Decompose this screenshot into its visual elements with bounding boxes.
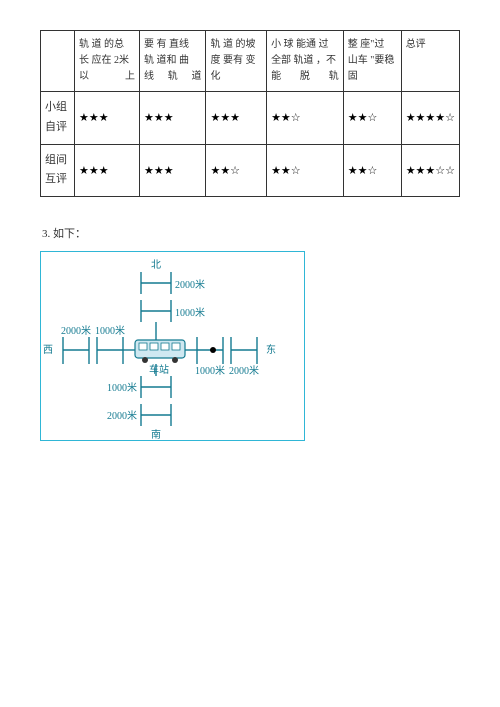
row-label-self: 小组自评 [41, 92, 75, 145]
cell: ★★☆ [206, 144, 267, 197]
label-n-2000: 2000米 [175, 278, 205, 291]
header-criterion-3: 轨 道 的坡 度 要有 变 化 [206, 31, 267, 92]
label-east: 东 [266, 343, 276, 356]
cell: ★★☆ [343, 144, 401, 197]
label-s-2000: 2000米 [107, 409, 137, 422]
direction-diagram: 北 2000米 1000米 西 2000米 1000米 东 1000米 2000… [40, 251, 305, 441]
cell: ★★★☆☆ [401, 144, 459, 197]
diagram-svg: 北 2000米 1000米 西 2000米 1000米 东 1000米 2000… [41, 252, 306, 442]
table-row: 小组自评 ★★★ ★★★ ★★★ ★★☆ ★★☆ ★★★★☆ [41, 92, 460, 145]
header-criterion-1: 轨 道 的总 长 应在 2米 以上 [75, 31, 140, 92]
cell: ★★★ [140, 144, 206, 197]
cell: ★★★ [206, 92, 267, 145]
cell: ★★★ [140, 92, 206, 145]
bus-icon [135, 340, 185, 363]
header-blank [41, 31, 75, 92]
cell: ★★★ [75, 144, 140, 197]
row-label-peer: 组间互评 [41, 144, 75, 197]
table-row: 组间互评 ★★★ ★★★ ★★☆ ★★☆ ★★☆ ★★★☆☆ [41, 144, 460, 197]
header-criterion-2: 要 有 直线 轨 道和 曲 线轨道 [140, 31, 206, 92]
header-total: 总评 [401, 31, 459, 92]
label-s-1000: 1000米 [107, 381, 137, 394]
header-criterion-5: 整 座"过 山车 "要稳固 [343, 31, 401, 92]
question-3-label: 3. 如下： [42, 225, 460, 241]
cell: ★★☆ [343, 92, 401, 145]
label-w-1000: 1000米 [95, 324, 125, 337]
evaluation-table: 轨 道 的总 长 应在 2米 以上 要 有 直线 轨 道和 曲 线轨道 轨 道 … [40, 30, 460, 197]
cell: ★★☆ [267, 144, 344, 197]
label-station: 车站 [149, 363, 169, 376]
cell: ★★★★☆ [401, 92, 459, 145]
label-north: 北 [151, 259, 161, 271]
table-header-row: 轨 道 的总 长 应在 2米 以上 要 有 直线 轨 道和 曲 线轨道 轨 道 … [41, 31, 460, 92]
label-e-1000: 1000米 [195, 364, 225, 377]
cell: ★★☆ [267, 92, 344, 145]
label-e-2000: 2000米 [229, 364, 259, 377]
label-south: 南 [151, 428, 161, 441]
cell: ★★★ [75, 92, 140, 145]
label-w-2000: 2000米 [61, 324, 91, 337]
header-criterion-4: 小 球 能通 过 全部 轨道 ，不能 脱 轨 [267, 31, 344, 92]
label-n-1000: 1000米 [175, 306, 205, 319]
label-west: 西 [43, 345, 53, 356]
